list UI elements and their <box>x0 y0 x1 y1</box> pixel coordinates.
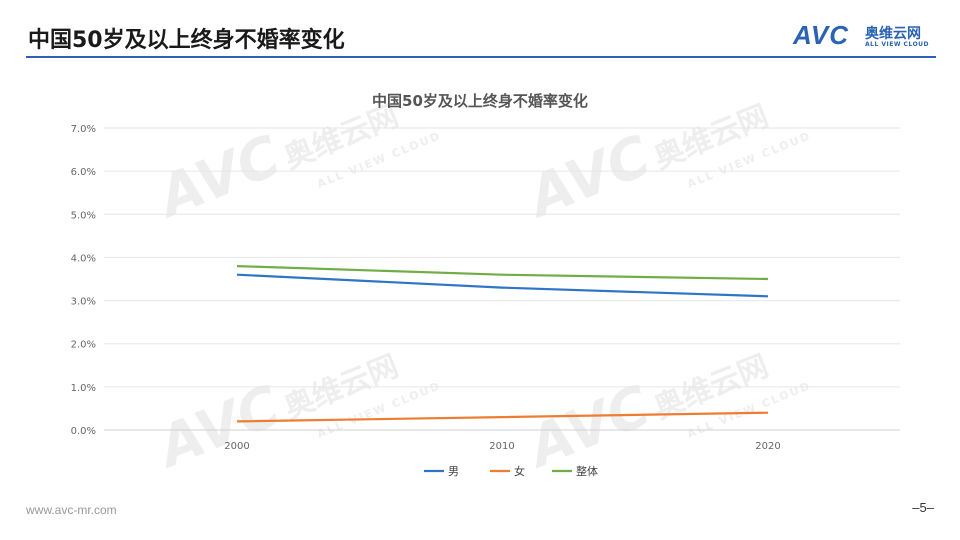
series-line-整体 <box>236 265 769 281</box>
logo-avc-text: AVC <box>793 20 849 50</box>
series-lines <box>236 265 769 423</box>
header-divider <box>26 56 936 58</box>
logo-en-text: ALL VIEW CLOUD <box>865 41 930 48</box>
y-tick-label: 1.0% <box>71 383 96 394</box>
page-number: –5– <box>912 500 934 515</box>
footer-url: www.avc-mr.com <box>26 503 117 517</box>
y-tick-label: 5.0% <box>71 210 96 221</box>
x-tick-label: 2010 <box>489 441 514 452</box>
y-tick-label: 3.0% <box>71 297 96 308</box>
slide-title: 中国50岁及以上终身不婚率变化 <box>28 28 345 53</box>
x-tick-label: 2020 <box>755 441 780 452</box>
legend-label: 整体 <box>576 464 598 478</box>
logo-cn-text: 奥维云网 <box>865 26 921 42</box>
legend-label: 男 <box>448 465 459 478</box>
y-tick-label: 0.0% <box>71 426 96 437</box>
line-chart: 中国50岁及以上终身不婚率变化 0.0% 1.0% 2.0% 3.0% 4.0% 5.0%… <box>71 92 900 478</box>
chart-title: 中国50岁及以上终身不婚率变化 <box>372 92 588 110</box>
legend-label: 女 <box>514 464 525 478</box>
avc-logo: AVC 奥维云网 ALL VIEW CLOUD <box>793 20 943 54</box>
series-line-女 <box>236 411 769 423</box>
series-line-男 <box>236 273 769 298</box>
y-tick-label: 6.0% <box>71 167 96 178</box>
y-tick-label: 2.0% <box>71 340 96 351</box>
gridlines <box>104 127 900 431</box>
x-axis-ticks: 2000 2010 2020 <box>224 441 780 452</box>
y-axis-ticks: 0.0% 1.0% 2.0% 3.0% 4.0% 5.0% 6.0% 7.0% <box>71 124 96 437</box>
y-tick-label: 7.0% <box>71 124 96 135</box>
legend: 男 女 整体 <box>424 464 598 478</box>
x-tick-label: 2000 <box>224 441 249 452</box>
y-tick-label: 4.0% <box>71 253 96 264</box>
